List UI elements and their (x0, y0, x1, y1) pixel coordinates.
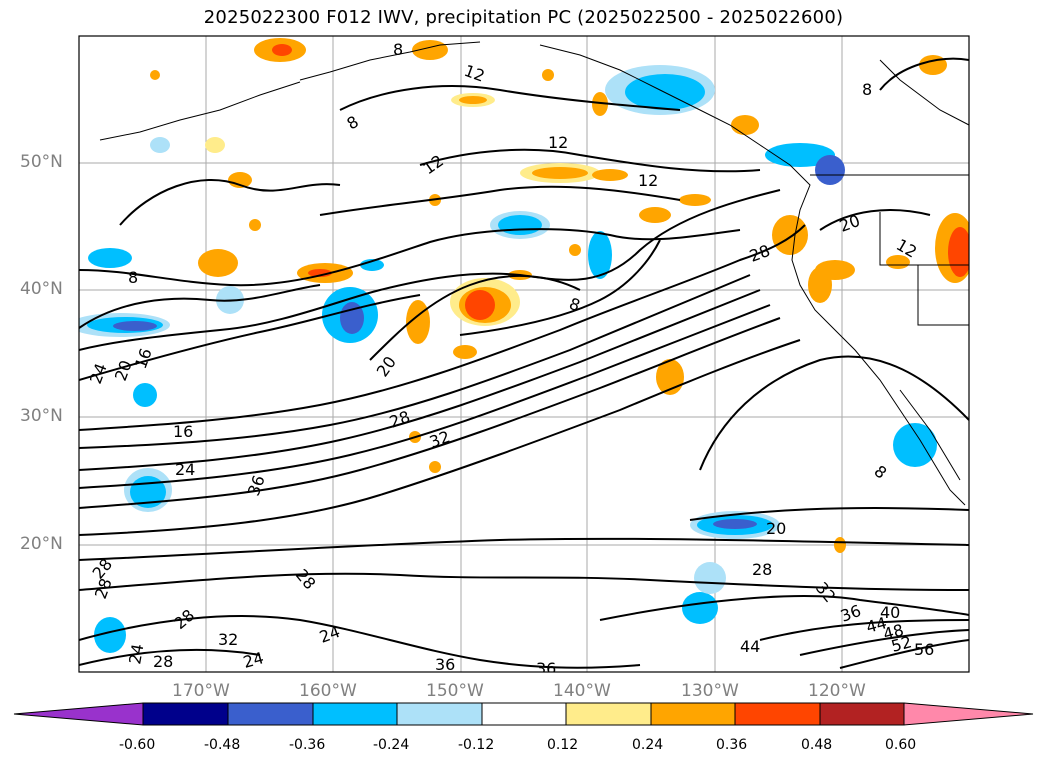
colorbar-tick-label: -0.48 (204, 737, 241, 753)
iwv-contours (79, 57, 969, 669)
contour-label: 24 (317, 622, 343, 647)
contour-label: 8 (128, 268, 138, 287)
colorbar-cell (481, 702, 567, 726)
colorbar-cell (903, 702, 1034, 726)
contour-label: 8 (344, 112, 362, 134)
colorbar-tick-label: -0.60 (119, 737, 156, 753)
contour-label: 12 (548, 133, 568, 152)
contour-label: 16 (173, 422, 193, 441)
coastlines (99, 41, 969, 506)
gridlines (79, 36, 969, 672)
lon-label: 120°W (808, 681, 866, 701)
contour-label: 8 (870, 462, 890, 483)
contour-label: 24 (241, 648, 266, 672)
colorbar-tick-label: 0.60 (885, 737, 917, 753)
colorbar (13, 702, 1034, 726)
colorbar-cell (227, 702, 314, 726)
colorbar-cell (819, 702, 905, 726)
colorbar-cell (650, 702, 736, 726)
contour-label: 36 (435, 655, 455, 674)
lon-label: 150°W (426, 681, 484, 701)
contour-label: 8 (393, 40, 403, 59)
colorbar-cell (396, 702, 483, 726)
contour-label: 12 (419, 151, 447, 178)
contour-labels: 8 12 12 8 12 12 20 12 28 8 8 16 20 24 20… (86, 40, 934, 678)
lat-label: 20°N (20, 534, 63, 554)
map-frame (78, 35, 970, 673)
contour-label: 28 (170, 605, 198, 633)
contour-label: 28 (752, 560, 772, 579)
contour-label: 24 (125, 642, 147, 665)
contour-label: 44 (864, 613, 889, 637)
contour-label: 40 (880, 603, 900, 622)
colorbar-cell (734, 702, 821, 726)
contour-label: 8 (567, 294, 583, 315)
colorbar-tick-label: 0.24 (632, 737, 664, 753)
contour-label: 32 (812, 578, 840, 606)
contour-label: 48 (881, 620, 906, 644)
contour-label: 28 (91, 576, 116, 602)
contour-label: 52 (889, 632, 914, 656)
colorbar-tick-label: 0.36 (716, 737, 748, 753)
contour-label: 20 (373, 353, 400, 381)
lat-label: 50°N (20, 152, 63, 172)
colorbar-tick-label: -0.36 (289, 737, 326, 753)
lat-label: 40°N (20, 279, 63, 299)
contour-label: 12 (638, 171, 658, 190)
contour-label: 16 (131, 346, 156, 372)
colorbar-cell (565, 702, 652, 726)
contour-label: 36 (536, 659, 556, 678)
contour-label: 24 (175, 460, 195, 479)
contour-label: 32 (218, 630, 238, 649)
colorbar-tick-label: 0.12 (547, 737, 579, 753)
contour-label: 28 (747, 241, 773, 266)
contour-label: 20 (837, 211, 863, 236)
map-title: 2025022300 F012 IWV, precipitation PC (2… (203, 7, 844, 28)
colorbar-cell (13, 702, 144, 726)
contour-label: 28 (153, 652, 173, 671)
lat-label: 30°N (20, 406, 63, 426)
colorbar-cell (142, 702, 229, 726)
lon-label: 140°W (553, 681, 611, 701)
colorbar-tick-label: -0.24 (373, 737, 410, 753)
contour-label: 56 (914, 640, 934, 659)
colorbar-tick-label: 0.48 (801, 737, 833, 753)
colorbar-cell (312, 702, 398, 726)
colorbar-tick-label: -0.12 (458, 737, 495, 753)
contour-label: 24 (86, 361, 111, 387)
contour-label: 28 (292, 565, 320, 593)
contour-label: 8 (862, 80, 872, 99)
lon-label: 130°W (681, 681, 739, 701)
contour-label: 36 (244, 473, 269, 499)
contour-label: 12 (462, 61, 488, 86)
contour-label: 20 (766, 519, 786, 538)
lon-label: 160°W (299, 681, 357, 701)
contour-label: 44 (740, 637, 760, 656)
lon-label: 170°W (172, 681, 230, 701)
